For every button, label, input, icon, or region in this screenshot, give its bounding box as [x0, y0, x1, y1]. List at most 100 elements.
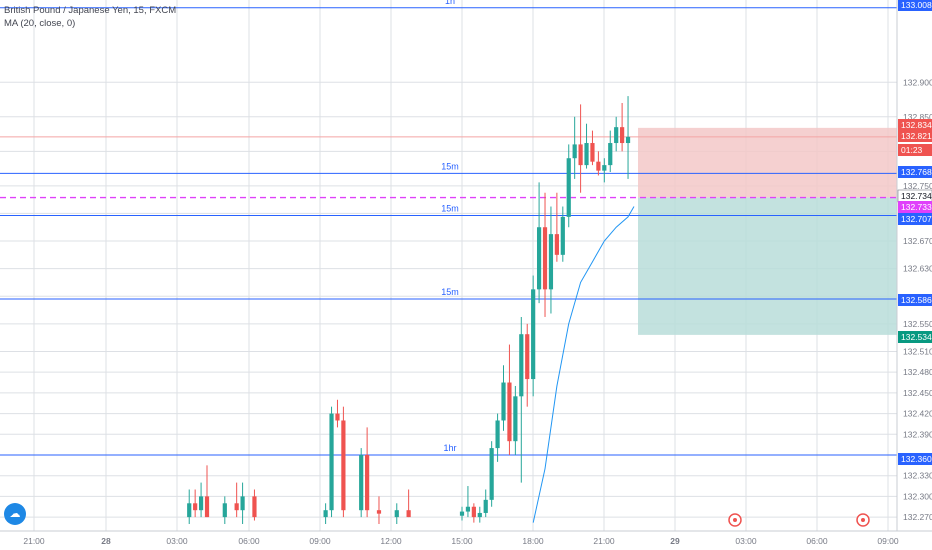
time-tick-label: 03:00	[735, 536, 757, 546]
candle-body	[365, 454, 370, 511]
position-tool[interactable]	[638, 127, 897, 335]
time-tick-label: 03:00	[166, 536, 188, 546]
price-badge-label: 132.734	[901, 191, 932, 201]
price-tick-label: 132.850	[903, 112, 932, 122]
candle-body	[187, 503, 192, 518]
price-tick-label: 132.270	[903, 512, 932, 522]
time-tick-label: 09:00	[877, 536, 899, 546]
candle-body	[602, 165, 607, 171]
candle-body	[614, 127, 619, 144]
candle-body	[584, 143, 589, 166]
tradingview-logo-icon[interactable]: ☁	[4, 503, 26, 525]
price-tick-label: 132.550	[903, 319, 932, 329]
symbol-title[interactable]: British Pound / Japanese Yen, 15, FXCM	[4, 5, 177, 16]
price-badge-label: 132.360	[901, 454, 932, 464]
price-badge[interactable]	[898, 453, 932, 465]
candle-body	[560, 216, 565, 255]
indicator-title[interactable]: MA (20, close, 0)	[4, 18, 76, 29]
price-badge[interactable]	[898, 294, 932, 306]
ma-line	[532, 206, 635, 523]
price-badge-label: 132.768	[901, 167, 932, 177]
price-badge[interactable]	[898, 130, 932, 142]
candle-body	[596, 161, 601, 171]
candle-body	[323, 510, 328, 518]
candle-body	[329, 413, 334, 511]
price-tick-label: 132.670	[903, 236, 932, 246]
candle-body	[625, 136, 631, 144]
time-tick-label: 12:00	[380, 536, 402, 546]
time-tick-label: 28	[101, 536, 111, 546]
price-badge-label: 01:23	[901, 145, 923, 155]
candle-body	[359, 454, 364, 511]
candle-body	[519, 334, 524, 397]
candles	[187, 96, 631, 524]
time-tick-label: 21:00	[593, 536, 615, 546]
price-badge-label: 132.586	[901, 295, 932, 305]
price-axis[interactable]: 132.900 132.850 132.750 132.670 132.630 132.5…	[896, 0, 932, 550]
level-label: 15m	[441, 287, 459, 297]
price-badge[interactable]	[898, 0, 932, 11]
price-badge-label: 132.821	[901, 131, 932, 141]
time-axis-background	[0, 531, 932, 550]
price-badge[interactable]	[898, 201, 932, 213]
price-tick-label: 132.330	[903, 471, 932, 481]
candle-body	[477, 512, 482, 518]
horizontal-levels[interactable]: 1h 15m 15m 15m 1hr	[0, 0, 897, 456]
take-profit-zone[interactable]	[638, 197, 897, 335]
candle-body	[489, 448, 494, 500]
time-tick-label: 15:00	[451, 536, 473, 546]
candle-body	[376, 510, 382, 514]
moving-average	[532, 206, 635, 523]
candle-body	[204, 496, 210, 518]
level-label: 1hr	[443, 443, 456, 453]
price-tick-label: 132.420	[903, 409, 932, 419]
candle-body	[252, 496, 257, 518]
level-label: 15m	[441, 203, 459, 213]
price-badge[interactable]	[898, 331, 932, 343]
price-tick-label: 132.390	[903, 429, 932, 439]
candle-body	[548, 234, 554, 290]
time-axis[interactable]: 21:00 28 03:00 06:00 09:00 12:00 15:00 18:00 21:…	[0, 530, 932, 550]
candle-body	[525, 334, 530, 380]
candle-body	[193, 503, 198, 511]
candle-body	[394, 510, 399, 518]
price-tick-label: 132.900	[903, 77, 932, 87]
candle-body	[234, 503, 239, 511]
candle-body	[222, 503, 227, 518]
candle-body	[501, 382, 506, 421]
price-badge[interactable]	[898, 144, 932, 156]
time-tick-label: 21:00	[23, 536, 45, 546]
price-badge-label: 132.834	[901, 120, 932, 130]
candle-body	[495, 420, 500, 449]
price-tick-label: 132.480	[903, 367, 932, 377]
candle-body	[566, 158, 571, 217]
candle-body	[341, 420, 346, 511]
chart-legend: British Pound / Japanese Yen, 15, FXCM M…	[4, 4, 176, 30]
time-tick-label: 06:00	[806, 536, 828, 546]
price-tick-label: 132.450	[903, 388, 932, 398]
candle-body	[513, 396, 518, 442]
time-tick-label: 06:00	[238, 536, 260, 546]
candle-body	[536, 227, 542, 290]
price-badge[interactable]	[898, 119, 932, 131]
time-tick-label: 09:00	[309, 536, 331, 546]
candle-body	[578, 144, 583, 166]
candle-body	[531, 289, 536, 380]
price-badge[interactable]	[898, 213, 932, 225]
level-label: 1h	[445, 0, 455, 6]
candle-body	[465, 506, 471, 512]
candle-body	[590, 143, 595, 162]
price-tick-label: 132.510	[903, 346, 932, 356]
price-badge-label: 132.534	[901, 332, 932, 342]
candle-body	[507, 382, 512, 442]
candle-body	[572, 144, 577, 159]
price-badge[interactable]	[898, 166, 932, 178]
stop-loss-zone[interactable]	[638, 127, 897, 198]
candle-body	[620, 127, 625, 144]
event-markers[interactable]	[728, 513, 870, 527]
event-marker-dot	[733, 518, 737, 522]
candle-body	[198, 496, 204, 511]
candle-body	[240, 496, 245, 511]
